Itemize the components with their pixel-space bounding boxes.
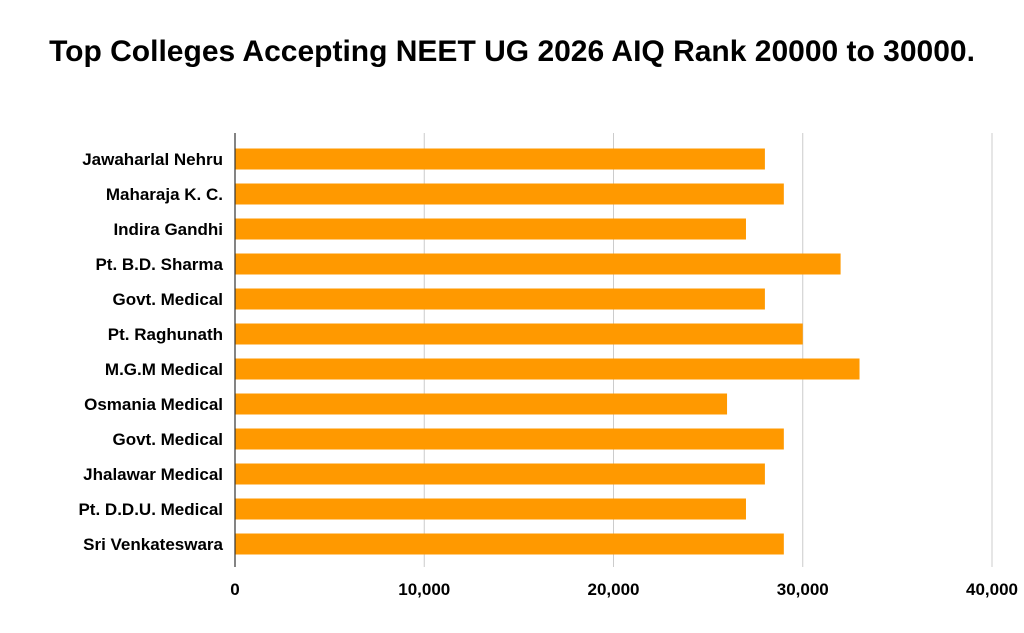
category-label: Sri Venkateswara bbox=[83, 535, 223, 554]
category-label: Pt. Raghunath bbox=[108, 325, 223, 344]
bar bbox=[235, 323, 803, 345]
bar bbox=[235, 393, 728, 415]
chart-title: Top Colleges Accepting NEET UG 2026 AIQ … bbox=[49, 35, 975, 68]
bar bbox=[235, 253, 841, 275]
category-label: Indira Gandhi bbox=[113, 220, 223, 239]
bar bbox=[235, 498, 746, 520]
category-label: Jawaharlal Nehru bbox=[82, 150, 223, 169]
category-label: Pt. D.D.U. Medical bbox=[78, 500, 223, 519]
gridlines bbox=[423, 133, 993, 567]
category-label: Osmania Medical bbox=[84, 395, 223, 414]
category-label: Govt. Medical bbox=[112, 290, 223, 309]
bar bbox=[235, 288, 765, 310]
category-labels: Jawaharlal Nehru Maharaja K. C. Indira Gan… bbox=[78, 150, 223, 554]
category-label: Govt. Medical bbox=[112, 430, 223, 449]
chart-title-wrap: Top Colleges Accepting NEET UG 2026 AIQ … bbox=[0, 30, 1024, 74]
category-label: Jhalawar Medical bbox=[83, 465, 223, 484]
bar bbox=[235, 183, 784, 205]
bar bbox=[235, 218, 746, 240]
category-label: Maharaja K. C. bbox=[106, 185, 223, 204]
bars bbox=[235, 148, 860, 555]
bar bbox=[235, 428, 784, 450]
x-tick-label: 40,000 bbox=[966, 580, 1018, 599]
tick-labels: 0 10,000 20,000 30,000 40,000 bbox=[230, 580, 1018, 599]
bar bbox=[235, 148, 765, 170]
x-tick-label: 10,000 bbox=[398, 580, 450, 599]
bar bbox=[235, 533, 784, 555]
x-tick-label: 30,000 bbox=[777, 580, 829, 599]
bar bbox=[235, 463, 765, 485]
bar bbox=[235, 358, 860, 380]
category-label: M.G.M Medical bbox=[105, 360, 223, 379]
category-label: Pt. B.D. Sharma bbox=[95, 255, 223, 274]
x-tick-label: 0 bbox=[230, 580, 239, 599]
x-tick-label: 20,000 bbox=[588, 580, 640, 599]
